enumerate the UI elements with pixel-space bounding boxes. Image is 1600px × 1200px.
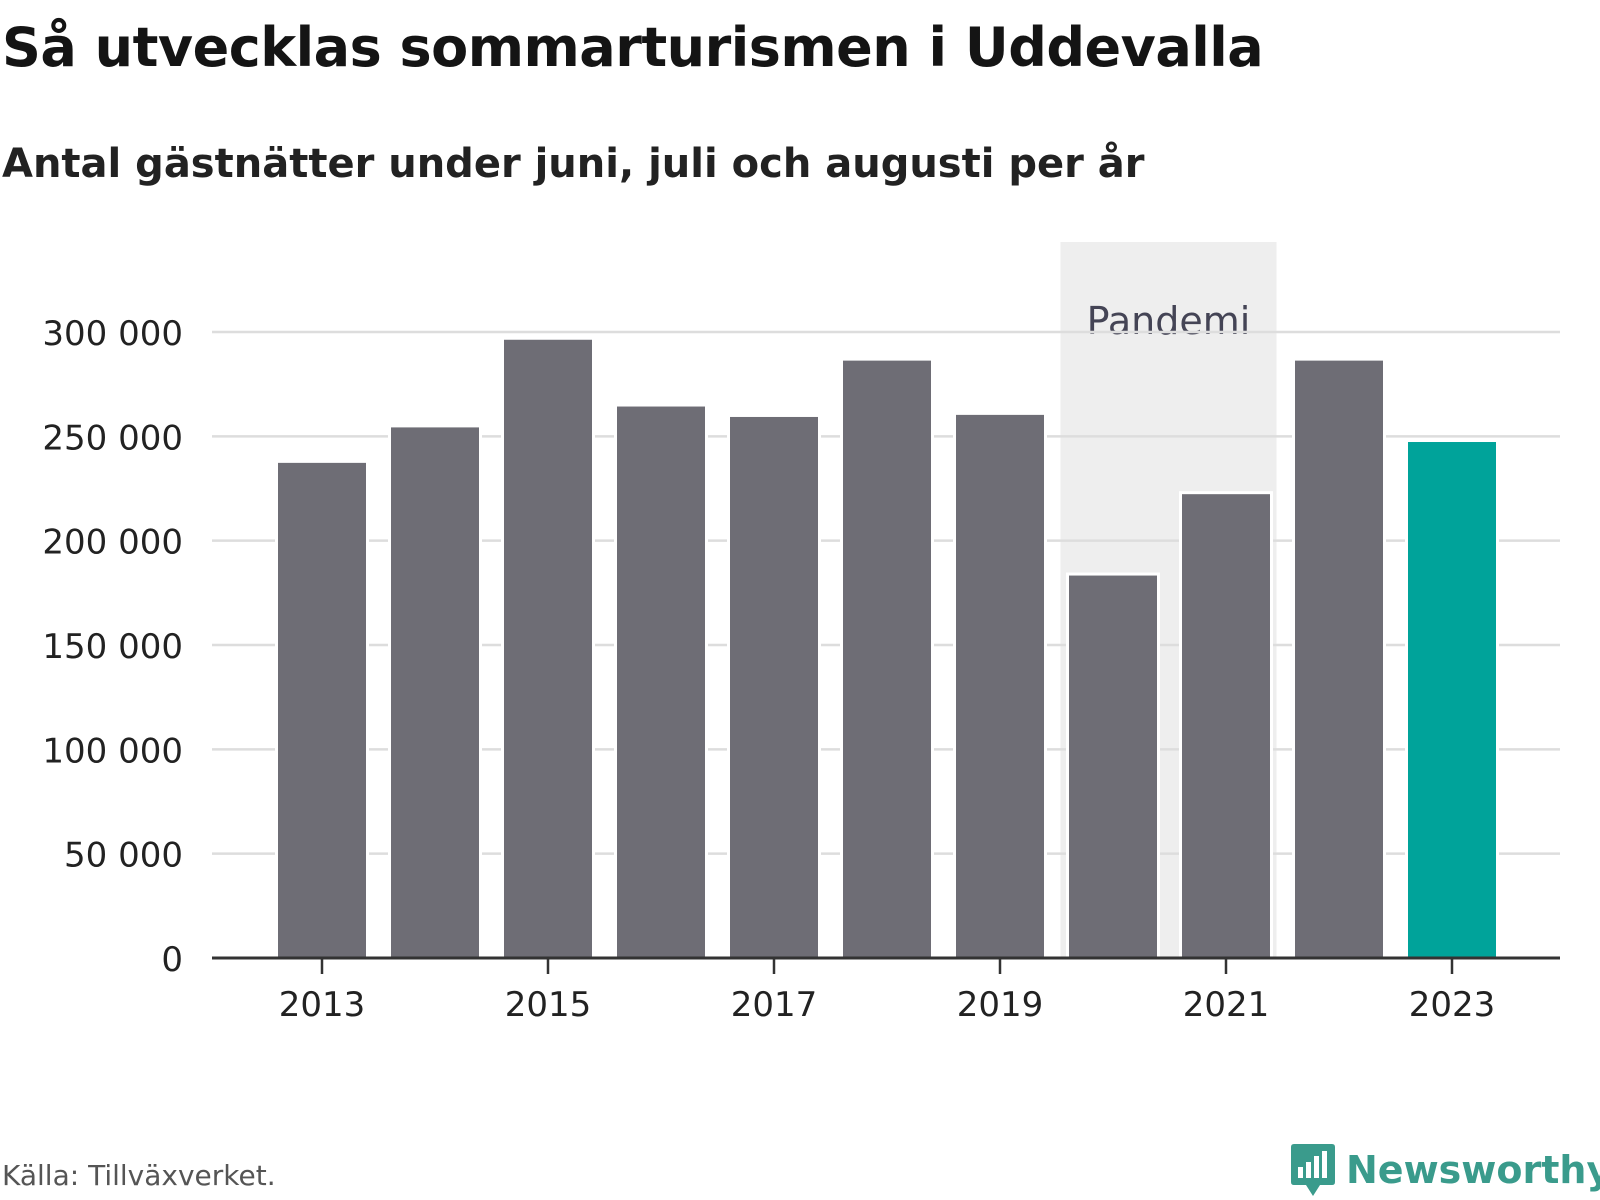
y-tick-label: 150 000 xyxy=(42,627,183,667)
chart-subtitle: Antal gästnätter under juni, juli och au… xyxy=(2,141,1145,187)
bar xyxy=(1292,357,1386,960)
y-tick-label: 250 000 xyxy=(42,418,183,458)
bar xyxy=(614,403,708,960)
bar xyxy=(275,459,369,960)
bar xyxy=(1066,572,1160,960)
pandemic-label: Pandemi xyxy=(1087,299,1251,343)
bar xyxy=(840,357,934,960)
x-tick-label: 2013 xyxy=(279,985,366,1025)
bar xyxy=(501,336,595,960)
bar-highlight xyxy=(1405,439,1499,960)
brand-name: Newsworthy xyxy=(1346,1148,1600,1192)
y-tick-label: 50 000 xyxy=(64,836,183,876)
x-tick-label: 2023 xyxy=(1409,985,1496,1025)
newsworthy-brand: Newsworthy xyxy=(1290,1140,1600,1200)
bar xyxy=(1179,491,1273,960)
y-tick-label: 100 000 xyxy=(42,731,183,771)
y-tick-label: 200 000 xyxy=(42,523,183,563)
x-tick-label: 2019 xyxy=(957,985,1044,1025)
bar xyxy=(953,411,1047,960)
source-note: Källa: Tillväxverket. xyxy=(2,1159,276,1192)
newsworthy-logo-icon xyxy=(1291,1144,1335,1196)
chart-title: Så utvecklas sommarturismen i Uddevalla xyxy=(2,16,1264,79)
y-tick-label: 0 xyxy=(161,940,183,980)
y-tick-label: 300 000 xyxy=(42,314,183,354)
x-tick-label: 2017 xyxy=(731,985,818,1025)
bar-chart: Pandemi 0 50 000 100 000 150 000 200 000 250 0… xyxy=(42,242,1560,1025)
x-tick-label: 2021 xyxy=(1183,985,1270,1025)
bar xyxy=(727,413,821,960)
x-tick-label: 2015 xyxy=(505,985,592,1025)
bar xyxy=(388,424,482,960)
